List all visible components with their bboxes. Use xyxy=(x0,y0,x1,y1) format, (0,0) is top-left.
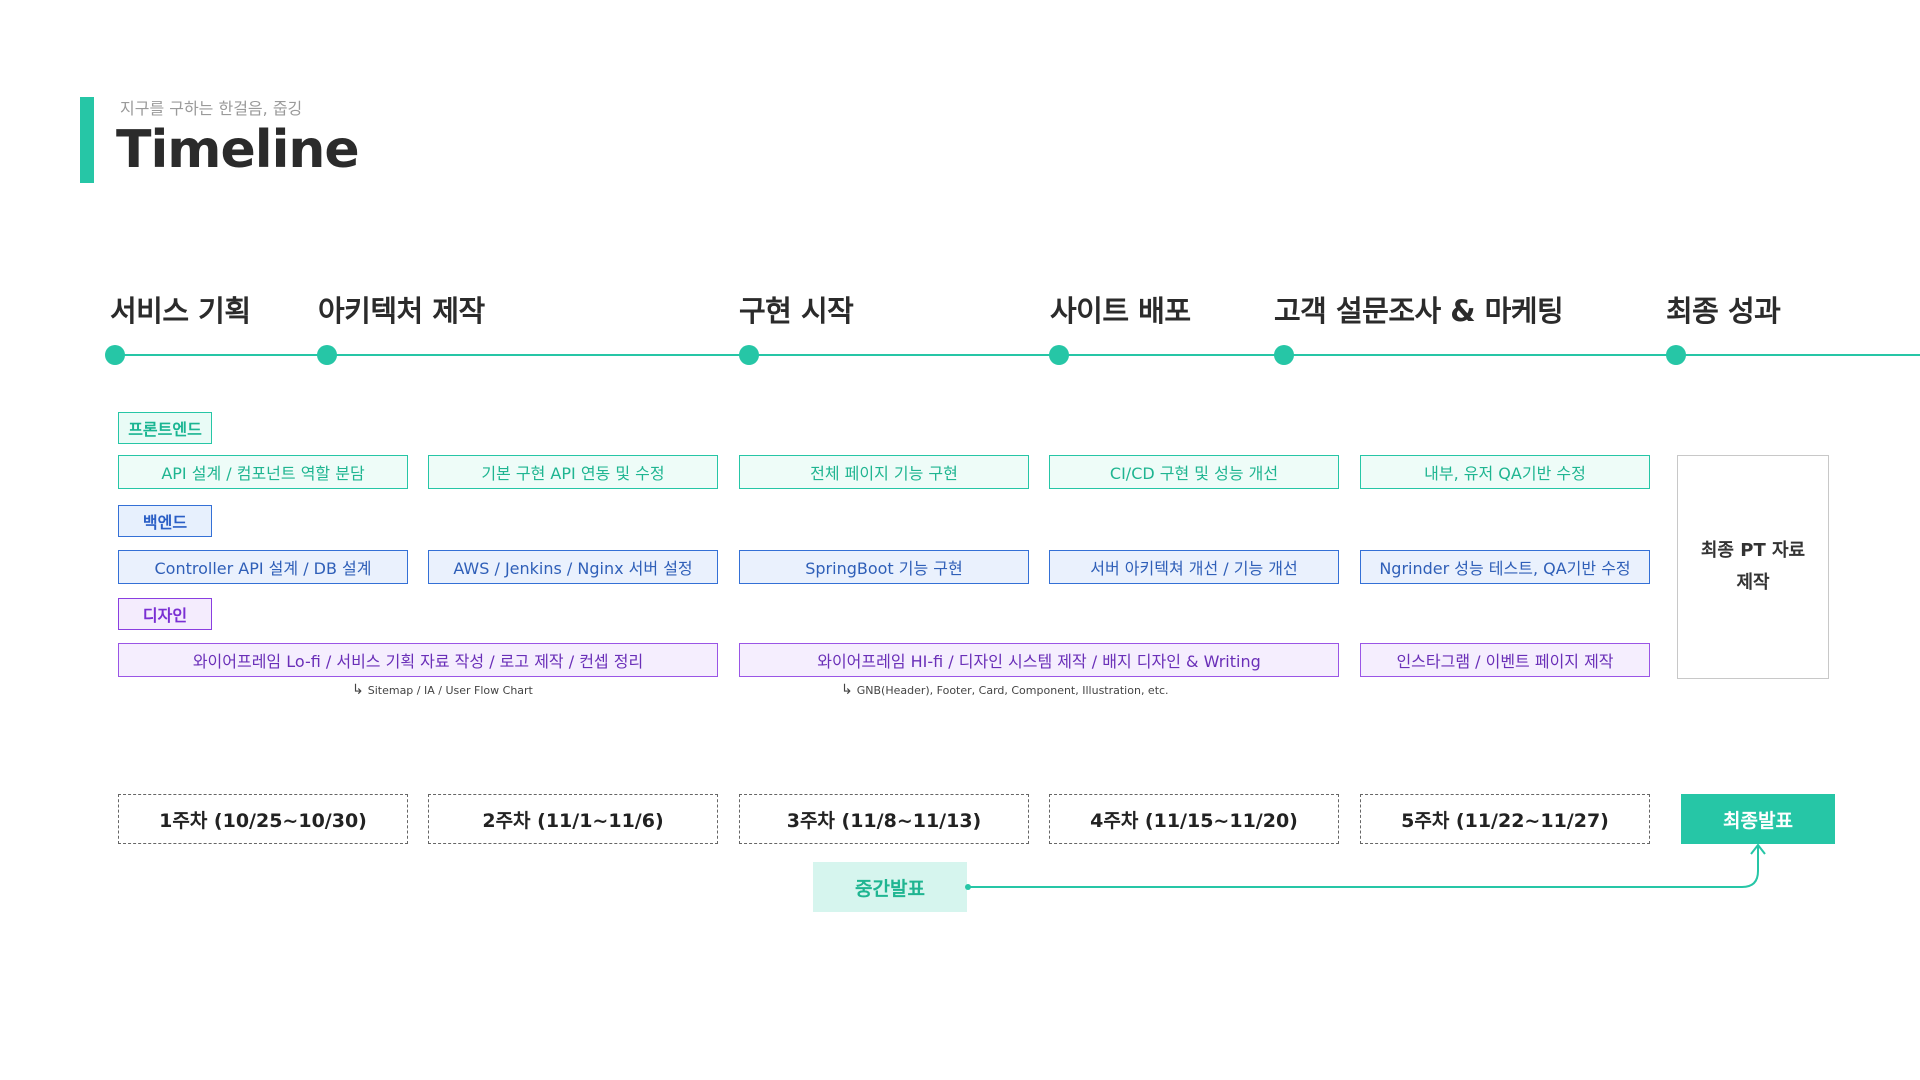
week-label: 3주차 (11/8~11/13) xyxy=(739,794,1029,844)
backend-task: SpringBoot 기능 구현 xyxy=(739,550,1029,584)
design-task: 와이어프레임 Lo-fi / 서비스 기획 자료 작성 / 로고 제작 / 컨셉… xyxy=(118,643,718,677)
backend-task: Controller API 설계 / DB 설계 xyxy=(118,550,408,584)
timeline-dot xyxy=(105,345,125,365)
phase-label-marketing: 고객 설문조사 & 마케팅 xyxy=(1274,294,1564,328)
design-task: 인스타그램 / 이벤트 페이지 제작 xyxy=(1360,643,1650,677)
timeline-dot xyxy=(1274,345,1294,365)
title-accent-bar xyxy=(80,97,94,183)
backend-task: 서버 아키텍쳐 개선 / 기능 개선 xyxy=(1049,550,1339,584)
phase-label-planning: 서비스 기획 xyxy=(110,294,251,328)
timeline-dot xyxy=(739,345,759,365)
frontend-task: 내부, 유저 QA기반 수정 xyxy=(1360,455,1650,489)
design-task: 와이어프레임 HI-fi / 디자인 시스템 제작 / 배지 디자인 & Wri… xyxy=(739,643,1339,677)
final-pt-box: 최종 PT 자료 제작 xyxy=(1677,455,1829,679)
final-presentation-badge: 최종발표 xyxy=(1681,794,1835,844)
timeline-line xyxy=(115,354,1920,356)
design-note: ↳ Sitemap / IA / User Flow Chart xyxy=(352,682,533,698)
week-label: 1주차 (10/25~10/30) xyxy=(118,794,408,844)
category-backend: 백엔드 xyxy=(118,505,212,537)
category-design: 디자인 xyxy=(118,598,212,630)
connector-path xyxy=(968,846,1759,888)
design-note-text: GNB(Header), Footer, Card, Component, Il… xyxy=(856,683,1169,697)
frontend-task: 기본 구현 API 연동 및 수정 xyxy=(428,455,718,489)
backend-task: AWS / Jenkins / Nginx 서버 설정 xyxy=(428,550,718,584)
phase-label-implementation: 구현 시작 xyxy=(739,294,854,328)
timeline-dot xyxy=(1666,345,1686,365)
phase-label-deploy: 사이트 배포 xyxy=(1050,294,1191,328)
corner-arrow-icon: ↳ xyxy=(841,682,853,698)
frontend-task: 전체 페이지 기능 구현 xyxy=(739,455,1029,489)
frontend-task: API 설계 / 컴포넌트 역할 분담 xyxy=(118,455,408,489)
timeline-dot xyxy=(317,345,337,365)
timeline-dot xyxy=(1049,345,1069,365)
category-frontend: 프론트엔드 xyxy=(118,412,212,444)
phase-label-architecture: 아키텍처 제작 xyxy=(318,294,485,328)
design-note: ↳ GNB(Header), Footer, Card, Component, … xyxy=(841,682,1169,698)
final-pt-line2: 제작 xyxy=(1736,572,1770,593)
design-note-text: Sitemap / IA / User Flow Chart xyxy=(367,683,533,697)
week-label: 4주차 (11/15~11/20) xyxy=(1049,794,1339,844)
phase-label-result: 최종 성과 xyxy=(1666,294,1781,328)
connector-arrowhead-icon xyxy=(1750,843,1766,855)
frontend-task: CI/CD 구현 및 성능 개선 xyxy=(1049,455,1339,489)
final-pt-line1: 최종 PT 자료 xyxy=(1700,540,1806,561)
corner-arrow-icon: ↳ xyxy=(352,682,364,698)
midterm-presentation-badge: 중간발표 xyxy=(813,862,967,912)
page-subtitle: 지구를 구하는 한걸음, 줍깅 xyxy=(120,99,303,118)
week-label: 5주차 (11/22~11/27) xyxy=(1360,794,1650,844)
page-title: Timeline xyxy=(116,120,360,180)
backend-task: Ngrinder 성능 테스트, QA기반 수정 xyxy=(1360,550,1650,584)
week-label: 2주차 (11/1~11/6) xyxy=(428,794,718,844)
